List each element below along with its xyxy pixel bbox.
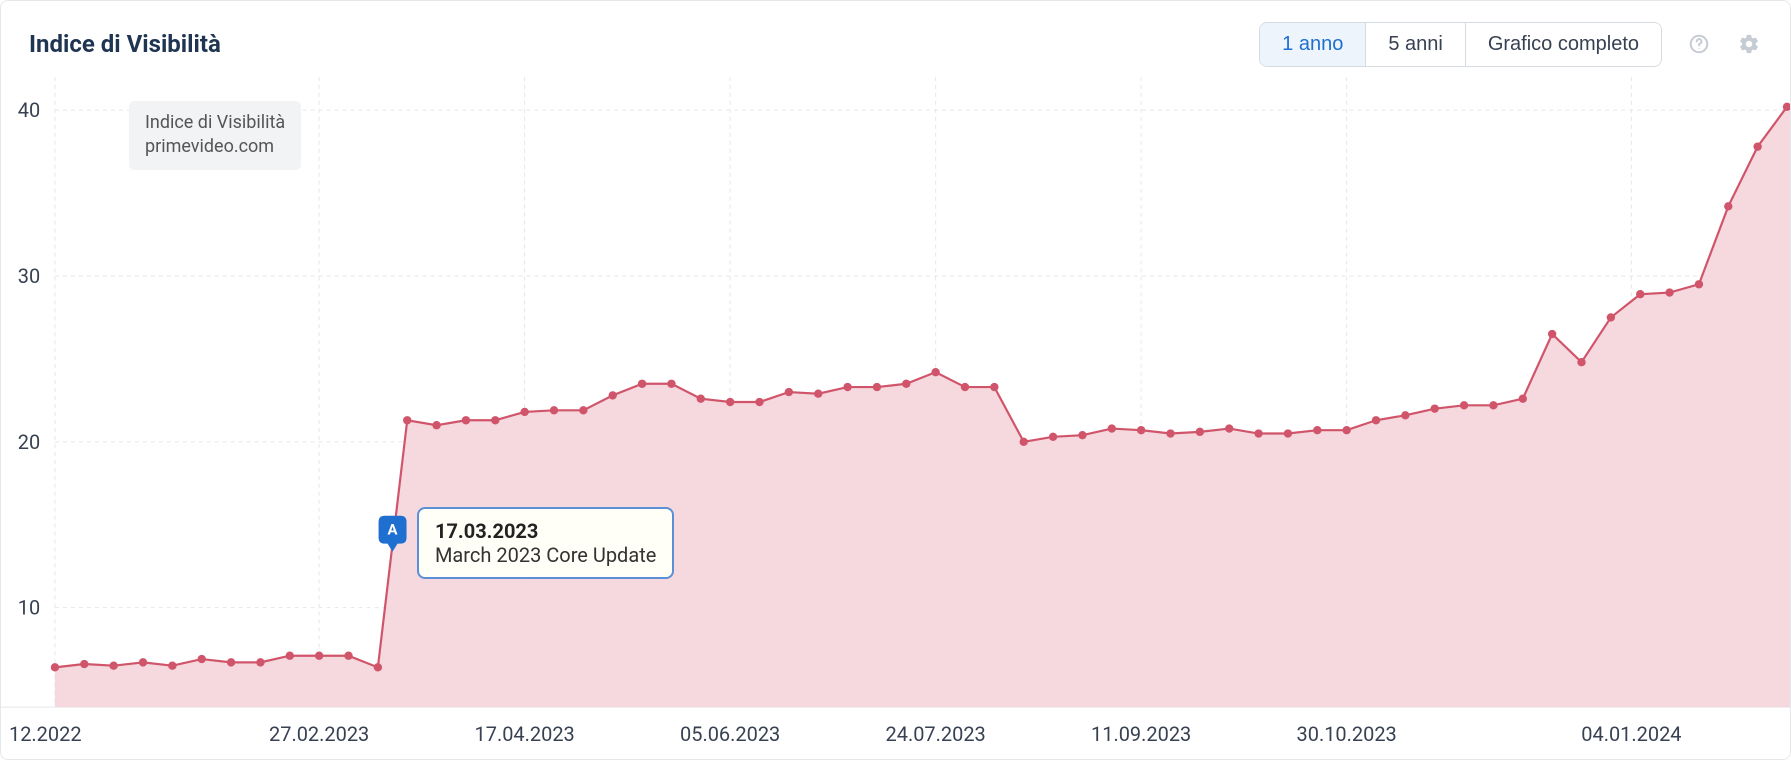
chart-point[interactable] [1108, 424, 1116, 432]
chart-point[interactable] [1137, 426, 1145, 434]
chart-point[interactable] [1372, 416, 1380, 424]
chart-point[interactable] [227, 658, 235, 666]
y-tick-label: 20 [18, 430, 40, 454]
time-range-segmented: 1 anno5 anniGrafico completo [1259, 22, 1662, 67]
chart-point[interactable] [80, 660, 88, 668]
chart-point[interactable] [344, 652, 352, 660]
chart-point[interactable] [1577, 358, 1585, 366]
chart-point[interactable] [51, 663, 59, 671]
chart-point[interactable] [432, 421, 440, 429]
x-tick-label: 12.2022 [9, 722, 82, 746]
legend-title: Indice di Visibilità [145, 111, 285, 135]
chart-point[interactable] [109, 662, 117, 670]
chart-point[interactable] [785, 388, 793, 396]
chart-point[interactable] [902, 380, 910, 388]
chart-point[interactable] [1196, 428, 1204, 436]
chart-point[interactable] [1401, 411, 1409, 419]
chart-point[interactable] [697, 395, 705, 403]
chart-point[interactable] [520, 408, 528, 416]
time-range-0[interactable]: 1 anno [1260, 23, 1365, 66]
event-tooltip-text: March 2023 Core Update [435, 543, 656, 567]
chart-point[interactable] [462, 416, 470, 424]
chart-point[interactable] [1225, 424, 1233, 432]
chart-point[interactable] [1342, 426, 1350, 434]
chart-point[interactable] [403, 416, 411, 424]
chart-point[interactable] [1665, 288, 1673, 296]
chart-point[interactable] [873, 383, 881, 391]
chart-point[interactable] [1049, 433, 1057, 441]
chart-point[interactable] [168, 662, 176, 670]
time-range-2[interactable]: Grafico completo [1465, 23, 1661, 66]
chart-point[interactable] [579, 406, 587, 414]
chart-point[interactable] [1431, 404, 1439, 412]
y-tick-label: 30 [18, 264, 40, 288]
chart-point[interactable] [1489, 401, 1497, 409]
chart-point[interactable] [139, 658, 147, 666]
x-tick-label: 04.01.2024 [1581, 722, 1681, 746]
x-tick-label: 24.07.2023 [886, 722, 986, 746]
y-tick-label: 10 [18, 596, 40, 620]
x-tick-label: 11.09.2023 [1091, 722, 1191, 746]
chart-point[interactable] [1548, 330, 1556, 338]
chart-point[interactable] [286, 652, 294, 660]
chart-point[interactable] [374, 663, 382, 671]
plot-area: 10 20 30 40 12.2022 27.02.2023 17.04.2023 05.06… [1, 69, 1790, 759]
legend-domain: primevideo.com [145, 135, 285, 159]
chart-point[interactable] [1313, 426, 1321, 434]
chart-point[interactable] [843, 383, 851, 391]
chart-point[interactable] [1078, 431, 1086, 439]
chart-point[interactable] [814, 390, 822, 398]
chart-point[interactable] [1519, 395, 1527, 403]
chart-point[interactable] [256, 658, 264, 666]
chart-point[interactable] [315, 652, 323, 660]
header-controls: 1 anno5 anniGrafico completo [1259, 22, 1762, 67]
chart-point[interactable] [1020, 438, 1028, 446]
chart-point[interactable] [1753, 142, 1761, 150]
card-header: Indice di Visibilità 1 anno5 anniGrafico… [1, 1, 1790, 69]
chart-area [55, 90, 1790, 707]
chart-point[interactable] [1284, 429, 1292, 437]
chart-point[interactable] [609, 391, 617, 399]
x-tick-label: 05.06.2023 [680, 722, 780, 746]
chart-point[interactable] [638, 380, 646, 388]
visibility-chart-card: Indice di Visibilità 1 anno5 anniGrafico… [0, 0, 1791, 760]
chart-point[interactable] [1724, 202, 1732, 210]
card-title: Indice di Visibilità [29, 30, 221, 58]
chart-point[interactable] [1636, 290, 1644, 298]
chart-point[interactable] [990, 383, 998, 391]
chart-point[interactable] [726, 398, 734, 406]
x-tick-label: 17.04.2023 [475, 722, 575, 746]
event-tooltip-date: 17.03.2023 [435, 519, 656, 543]
chart-legend: Indice di Visibilità primevideo.com [129, 101, 301, 170]
time-range-1[interactable]: 5 anni [1365, 23, 1465, 66]
x-tick-label: 30.10.2023 [1297, 722, 1397, 746]
chart-point[interactable] [550, 406, 558, 414]
gear-icon[interactable] [1736, 31, 1762, 57]
y-tick-label: 40 [18, 98, 40, 122]
chart-point[interactable] [491, 416, 499, 424]
x-tick-label: 27.02.2023 [269, 722, 369, 746]
chart-point[interactable] [198, 655, 206, 663]
chart-point[interactable] [667, 380, 675, 388]
chart-point[interactable] [1607, 313, 1615, 321]
chart-svg: 10 20 30 40 12.2022 27.02.2023 17.04.2023 05.06… [1, 69, 1790, 759]
chart-point[interactable] [1695, 280, 1703, 288]
chart-point[interactable] [931, 368, 939, 376]
chart-point[interactable] [1254, 429, 1262, 437]
event-pin-label: A [388, 521, 399, 539]
chart-point[interactable] [755, 398, 763, 406]
help-icon[interactable] [1686, 31, 1712, 57]
chart-point[interactable] [1166, 429, 1174, 437]
chart-point[interactable] [1460, 401, 1468, 409]
chart-point[interactable] [961, 383, 969, 391]
event-tooltip: 17.03.2023 March 2023 Core Update [417, 507, 674, 579]
